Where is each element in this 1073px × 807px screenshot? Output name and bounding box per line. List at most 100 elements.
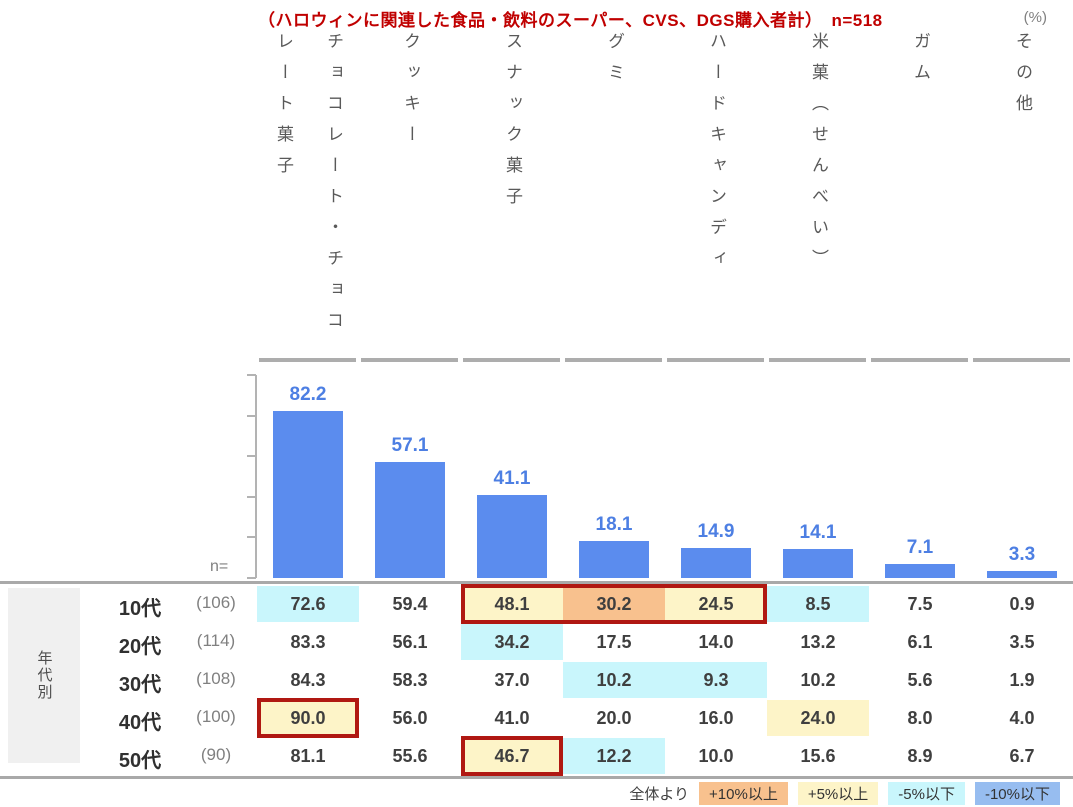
row-n-count: (114) (196, 631, 236, 650)
table-cell-20代-col5: 13.2 (800, 631, 836, 652)
bar-ガム (885, 563, 955, 578)
legend-item-plus5: +5%以上 (797, 782, 879, 805)
row-age-label-20代: 20代 (118, 636, 162, 658)
column-header-text: 米菓（せんべい） (809, 32, 828, 280)
column-header-2: スナック菓子 (461, 32, 563, 354)
bar-value-label: 57.1 (391, 435, 429, 457)
header-underline-5 (769, 358, 866, 362)
table-cell-10代-col5-minus5: 8.5 (767, 586, 869, 622)
red-emphasis-box-1 (257, 698, 359, 738)
chart-table-separator (0, 581, 1073, 584)
table-cell-30代-col0: 84.3 (290, 669, 326, 690)
row-n-count: (106) (196, 593, 236, 612)
n-axis-label: n= (210, 558, 229, 575)
column-header-1: クッキー (359, 32, 461, 354)
column-header-text: ガム (911, 32, 930, 94)
column-header-text: チョコレート・チョコ レート菓子 (274, 32, 343, 342)
table-cell-40代-col2: 41.0 (494, 707, 530, 728)
row-age-label-50代: 50代 (118, 750, 162, 772)
red-emphasis-box-2 (461, 736, 563, 776)
column-header-4: ハードキャンディ (665, 32, 767, 354)
table-cell-10代-col6: 7.5 (907, 593, 933, 614)
row-age-label-30代: 30代 (118, 674, 162, 696)
bar-その他 (987, 571, 1057, 578)
table-cell-20代-col7: 3.5 (1009, 631, 1035, 652)
table-cell-50代-col4: 10.0 (698, 745, 734, 766)
table-cell-10代-col4-plus5: 24.5 (665, 586, 767, 622)
table-cell-50代-col7: 6.7 (1009, 745, 1035, 766)
table-cell-50代-col2-plus5: 46.7 (461, 738, 563, 774)
table-cell-30代-col2: 37.0 (494, 669, 530, 690)
column-header-text: グミ (605, 32, 624, 94)
bar-value-label: 14.1 (799, 522, 837, 544)
bar-value-label: 18.1 (595, 514, 633, 536)
column-header-7: その他 (971, 32, 1073, 354)
table-cell-20代-col4: 14.0 (698, 631, 734, 652)
table-bottom-border (0, 776, 1073, 779)
y-tick-80 (247, 414, 256, 417)
table-cell-30代-col7: 1.9 (1009, 669, 1035, 690)
bar-value-label: 7.1 (906, 536, 934, 558)
bar-value-label: 82.2 (289, 384, 327, 406)
legend-prefix: 全体より (629, 786, 690, 803)
table-cell-10代-col1: 59.4 (392, 593, 428, 614)
legend-item-minus5: -5%以下 (888, 782, 965, 805)
table-cell-40代-col5-plus5: 24.0 (767, 700, 869, 736)
legend-item-plus10: +10%以上 (699, 782, 788, 805)
header-underline-7 (973, 358, 1070, 362)
table-cell-10代-col3-plus10: 30.2 (563, 586, 665, 622)
table-cell-30代-col6: 5.6 (907, 669, 933, 690)
bar-グミ (579, 541, 649, 578)
table-cell-50代-col6: 8.9 (907, 745, 933, 766)
bar-チョコレート・チョコレート菓子 (273, 411, 343, 578)
column-header-0: チョコレート・チョコ レート菓子 (257, 32, 359, 354)
bar-スナック菓子 (477, 494, 547, 578)
header-underline-3 (565, 358, 662, 362)
row-n-count: (90) (200, 745, 232, 764)
table-cell-30代-col1: 58.3 (392, 669, 428, 690)
table-cell-50代-col5: 15.6 (800, 745, 836, 766)
percent-unit-label: (%) (1023, 9, 1047, 26)
header-underline-1 (361, 358, 458, 362)
row-n-count: (108) (196, 669, 236, 688)
bar-value-label: 14.9 (697, 520, 735, 542)
column-header-6: ガム (869, 32, 971, 354)
table-cell-40代-col3: 20.0 (596, 707, 632, 728)
table-cell-10代-col7: 0.9 (1009, 593, 1035, 614)
legend-item-minus10: -10%以下 (974, 782, 1060, 805)
y-tick-40 (247, 495, 256, 498)
table-cell-40代-col1: 56.0 (392, 707, 428, 728)
table-cell-20代-col0: 83.3 (290, 631, 326, 652)
column-header-3: グミ (563, 32, 665, 354)
table-cell-20代-col2-minus5: 34.2 (461, 624, 563, 660)
row-group-label: 年代別 (35, 650, 53, 701)
row-group-label-box: 年代別 (8, 588, 80, 763)
table-cell-40代-col6: 8.0 (907, 707, 933, 728)
bar-ハードキャンディ (681, 547, 751, 578)
table-cell-20代-col3: 17.5 (596, 631, 632, 652)
table-cell-10代-col0-minus5: 72.6 (257, 586, 359, 622)
header-underline-6 (871, 358, 968, 362)
bar-米菓（せんべい） (783, 549, 853, 578)
y-tick-60 (247, 455, 256, 458)
table-cell-40代-col7: 4.0 (1009, 707, 1035, 728)
table-cell-30代-col4-minus5: 9.3 (665, 662, 767, 698)
table-cell-30代-col5: 10.2 (800, 669, 836, 690)
column-header-text: その他 (1013, 32, 1032, 125)
bar-クッキー (375, 462, 445, 578)
table-cell-20代-col1: 56.1 (392, 631, 428, 652)
row-n-count: (100) (196, 707, 236, 726)
table-cell-50代-col3-minus5: 12.2 (563, 738, 665, 774)
chart-title: （ハロウィンに関連した食品・飲料のスーパー、CVS、DGS購入者計） n=518 (258, 11, 883, 30)
bar-value-label: 3.3 (1008, 544, 1036, 566)
table-cell-20代-col6: 6.1 (907, 631, 933, 652)
table-cell-40代-col4: 16.0 (698, 707, 734, 728)
y-tick-100 (247, 374, 256, 376)
red-emphasis-box-0 (461, 584, 767, 624)
table-cell-40代-col0-plus5: 90.0 (257, 700, 359, 736)
y-tick-0 (247, 577, 256, 579)
bar-value-label: 41.1 (493, 467, 531, 489)
header-underline-2 (463, 358, 560, 362)
column-header-text: スナック菓子 (503, 32, 522, 218)
